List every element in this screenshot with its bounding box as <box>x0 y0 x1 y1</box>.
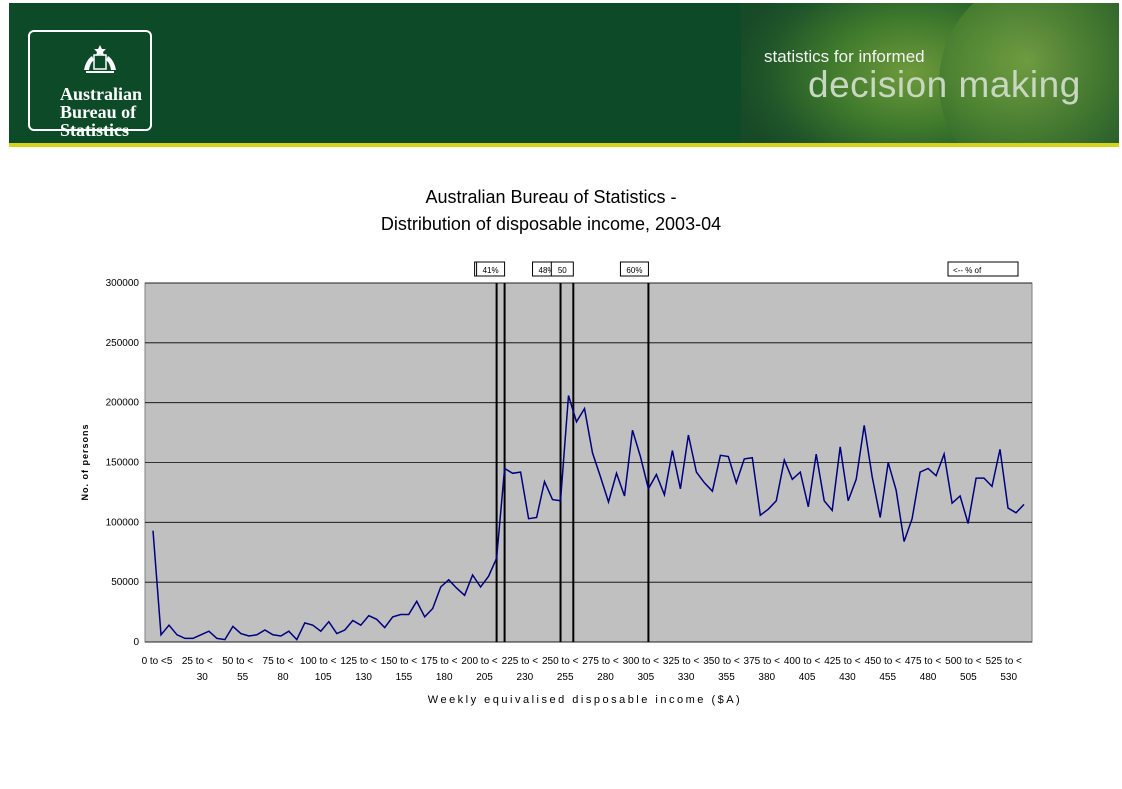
y-tick-label: 100000 <box>106 517 140 528</box>
tagline-line-1: statistics for informed <box>764 47 925 66</box>
x-tick-label: 475 to < <box>905 656 942 667</box>
x-tick-label-secondary: 80 <box>277 672 289 683</box>
x-tick-label: 325 to < <box>663 656 700 667</box>
x-tick-label-secondary: 230 <box>517 672 534 683</box>
gridlines <box>145 282 1032 643</box>
x-axis-label: Weekly equivalised disposable income ($A… <box>428 694 742 706</box>
x-tick-label: 375 to < <box>744 656 781 667</box>
x-tick-label-secondary: 480 <box>920 672 937 683</box>
x-tick-label: 300 to < <box>623 656 660 667</box>
x-tick-label: 400 to < <box>784 656 821 667</box>
y-axis-ticks: 0 50000 100000 150000 200000 250000 300000 <box>106 278 140 648</box>
reference-label: 48% <box>539 266 555 275</box>
y-tick-label: 150000 <box>106 458 140 469</box>
x-tick-label: 450 to < <box>865 656 902 667</box>
x-tick-label: 350 to < <box>703 656 740 667</box>
x-tick-label: 100 to < <box>300 656 337 667</box>
y-tick-label: 50000 <box>111 577 139 588</box>
x-tick-label-secondary: 30 <box>197 672 209 683</box>
y-axis-label: No. of persons <box>80 423 90 500</box>
abs-logo[interactable]: Australian Bureau of Statistics <box>28 30 152 139</box>
logo-line-3: Statistics <box>60 120 129 140</box>
x-tick-label: 0 to <5 <box>142 656 173 667</box>
series-line <box>152 395 1025 641</box>
banner-orb-decoration <box>939 3 1119 143</box>
x-tick-label: 225 to < <box>502 656 539 667</box>
x-tick-label-secondary: 530 <box>1000 672 1017 683</box>
x-tick-label: 500 to < <box>945 656 982 667</box>
y-tick-label: 250000 <box>106 338 140 349</box>
x-tick-label-secondary: 380 <box>758 672 775 683</box>
x-tick-label: 50 to < <box>222 656 253 667</box>
x-tick-label-secondary: 455 <box>879 672 896 683</box>
x-tick-label: 425 to < <box>824 656 861 667</box>
x-tick-label-secondary: 305 <box>637 672 654 683</box>
x-tick-label-secondary: 405 <box>799 672 816 683</box>
x-tick-label: 150 to < <box>381 656 418 667</box>
x-tick-label: 250 to < <box>542 656 579 667</box>
legend-note: <-- % of <box>953 266 982 275</box>
coat-of-arms-icon <box>84 45 116 73</box>
reference-label-box <box>550 261 574 277</box>
x-tick-label: 525 to < <box>985 656 1022 667</box>
x-tick-label-secondary: 505 <box>960 672 977 683</box>
reference-label-box <box>619 261 649 277</box>
x-tick-label-secondary: 255 <box>557 672 574 683</box>
x-axis-ticks: 0 to <5 25 to < 30 50 to < 55 75 to < 80 100 to… <box>142 656 1022 683</box>
chart-title-line-1: Australian Bureau of Statistics - <box>425 187 676 207</box>
x-tick-label-secondary: 55 <box>237 672 249 683</box>
x-tick-label: 175 to < <box>421 656 458 667</box>
x-tick-label-secondary: 105 <box>315 672 332 683</box>
y-tick-label: 300000 <box>106 278 140 289</box>
x-tick-label: 200 to < <box>461 656 498 667</box>
x-tick-label-secondary: 205 <box>476 672 493 683</box>
x-tick-label-secondary: 280 <box>597 672 614 683</box>
reference-label: 50 <box>558 266 567 275</box>
x-tick-label-secondary: 155 <box>396 672 413 683</box>
x-tick-label: 75 to < <box>263 656 294 667</box>
reference-label: 41% <box>483 266 499 275</box>
banner-graphic <box>741 3 1119 143</box>
accent-divider <box>9 143 1119 147</box>
header-banner: Australian Bureau of Statistics <box>9 3 1119 143</box>
reference-label-box <box>476 261 506 277</box>
logo-line-2: Bureau of <box>60 102 137 122</box>
x-tick-label-secondary: 330 <box>678 672 695 683</box>
y-tick-label: 0 <box>133 637 139 648</box>
x-tick-label: 125 to < <box>340 656 377 667</box>
logo-wordmark: Australian Bureau of Statistics <box>60 85 165 139</box>
logo-line-1: Australian <box>60 84 143 104</box>
x-tick-label-secondary: 130 <box>355 672 372 683</box>
x-tick-label-secondary: 180 <box>436 672 453 683</box>
chart-title-line-2: Distribution of disposable income, 2003-… <box>381 214 721 234</box>
tagline-line-2: decision making <box>808 64 1081 105</box>
reference-label: 60% <box>626 266 642 275</box>
legend-note-box: <-- % of <box>947 261 1019 277</box>
y-tick-label: 200000 <box>106 398 140 409</box>
x-tick-label: 275 to < <box>582 656 619 667</box>
x-tick-label: 25 to < <box>182 656 213 667</box>
x-tick-label-secondary: 430 <box>839 672 856 683</box>
x-tick-label-secondary: 355 <box>718 672 735 683</box>
